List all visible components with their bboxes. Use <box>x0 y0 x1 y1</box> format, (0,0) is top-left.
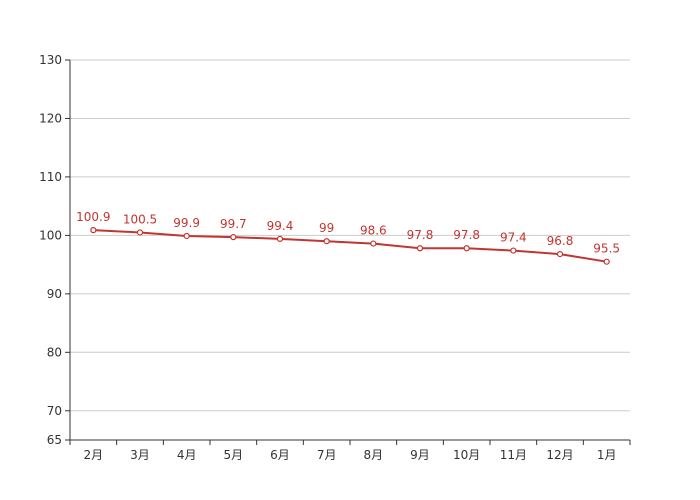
data-label: 96.8 <box>547 234 574 248</box>
x-tick-label: 12月 <box>546 448 573 462</box>
x-tick-label: 11月 <box>500 448 527 462</box>
data-label: 100.5 <box>123 212 157 226</box>
y-tick-label: 80 <box>47 345 62 359</box>
y-tick-label: 65 <box>47 433 62 447</box>
series-line <box>93 229 607 263</box>
y-tick-label: 90 <box>47 287 62 301</box>
y-tick-label: 70 <box>47 404 62 418</box>
x-tick-label: 2月 <box>84 448 104 462</box>
x-tick-label: 9月 <box>410 448 430 462</box>
data-label: 99.9 <box>173 216 200 230</box>
data-point <box>230 234 237 241</box>
data-label: 97.4 <box>500 231 527 245</box>
data-label: 99.7 <box>220 217 247 231</box>
data-label: 100.9 <box>76 210 110 224</box>
data-point <box>603 258 610 265</box>
data-label: 99 <box>319 221 334 235</box>
data-point <box>90 227 97 234</box>
data-label: 97.8 <box>407 228 434 242</box>
data-point <box>463 245 470 252</box>
data-label: 99.4 <box>267 219 294 233</box>
x-tick-label: 5月 <box>224 448 244 462</box>
axes: 65 70 80 90 100 110 120 130 2月 3月 4月 5月 6月 7月 8月 9月 10月 1… <box>39 53 631 462</box>
data-point <box>136 229 144 236</box>
x-tick-label: 7月 <box>317 448 337 462</box>
data-label: 97.8 <box>453 228 480 242</box>
x-tick-label: 10月 <box>453 448 480 462</box>
x-tick-label: 1月 <box>597 448 617 462</box>
data-labels: 100.9 100.5 99.9 99.7 99.4 99 98.6 97.8 97.8 97.4… <box>76 210 620 256</box>
x-tick-label: 6月 <box>270 448 290 462</box>
data-point <box>323 238 330 245</box>
data-point <box>183 232 190 240</box>
x-tick-label: 4月 <box>177 448 197 462</box>
series-layer <box>90 227 610 265</box>
data-label: 95.5 <box>593 242 620 256</box>
data-point <box>276 235 284 242</box>
data-point <box>510 247 517 254</box>
x-tick-label: 8月 <box>364 448 384 462</box>
data-point <box>370 240 377 247</box>
data-label: 98.6 <box>360 224 387 238</box>
y-tick-label: 100 <box>39 228 62 242</box>
data-point <box>556 250 564 258</box>
y-tick-label: 110 <box>39 170 62 184</box>
grid-lines <box>70 59 630 412</box>
y-tick-label: 130 <box>39 53 62 67</box>
y-tick-label: 120 <box>39 111 62 125</box>
data-point <box>416 245 424 252</box>
x-tick-label: 3月 <box>130 448 150 462</box>
